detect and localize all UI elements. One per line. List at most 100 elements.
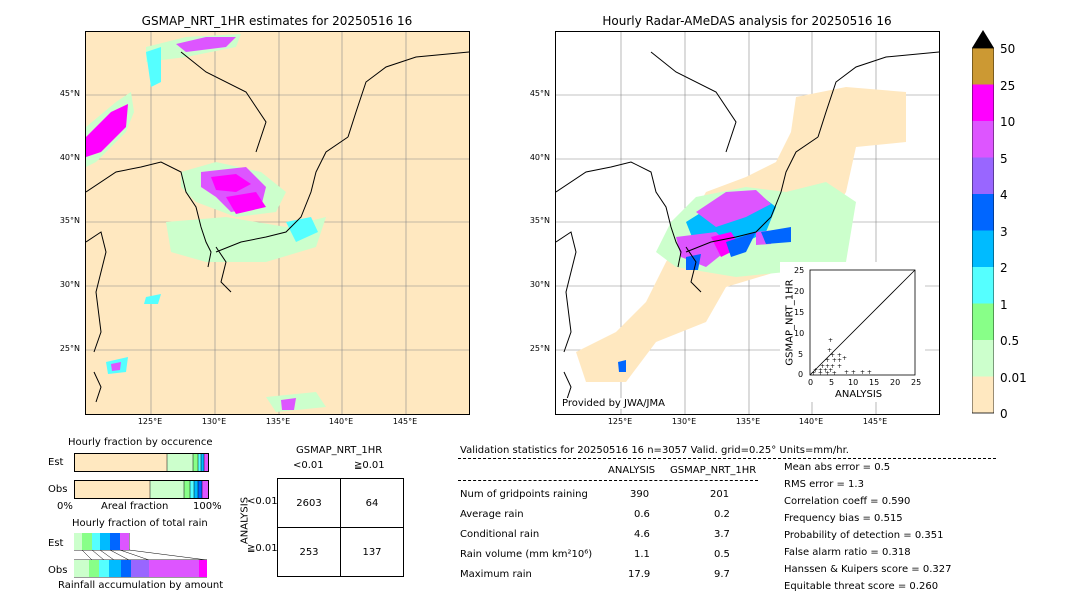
scatter-xtick: 15 [869, 378, 880, 387]
scatter-ytick: 0 [798, 370, 804, 379]
contingency-col-lt: <0.01 [293, 460, 324, 471]
colorbar-label: 10 [1000, 115, 1016, 129]
svg-text:+: + [827, 347, 832, 354]
score-line: Equitable threat score = 0.260 [784, 581, 939, 592]
svg-text:+ +: + + [860, 369, 872, 376]
svg-text:+: + [828, 337, 833, 344]
right-rain-areas [576, 87, 906, 382]
scatter-xtick: 10 [848, 378, 859, 387]
validation-row-label: Rain volume (mm km²10⁶) [460, 549, 593, 560]
svg-text:++++: ++++ [813, 367, 833, 374]
scatter-xlabel: ANALYSIS [835, 389, 883, 400]
svg-text:+ +: + + [844, 369, 856, 376]
left-lat-label: 30°N [59, 280, 80, 289]
data-credit: Provided by JWA/JMA [562, 398, 665, 409]
colorbar-label: 0.01 [1000, 371, 1027, 385]
scatter-points: + + + ++++++++ + + +++ ++ ++ + + ++ [811, 337, 872, 377]
fraction-est-label: Est [48, 457, 64, 468]
right-coastlines [556, 51, 939, 403]
left-lat-label: 35°N [59, 216, 80, 225]
right-lat-label: 40°N [529, 153, 550, 162]
left-lon-label: 135°E [265, 417, 291, 426]
scatter-ytick: 10 [794, 329, 805, 338]
contingency-cell: 64 [340, 478, 404, 528]
fraction-obs-label: Obs [48, 484, 68, 495]
right-lat-label: 25°N [529, 344, 550, 353]
contingency-cell: 2603 [277, 478, 341, 528]
left-coastlines [86, 51, 469, 403]
score-line: Hanssen & Kuipers score = 0.327 [784, 564, 952, 575]
left-lon-label: 130°E [201, 417, 227, 426]
validation-row-label: Average rain [460, 509, 524, 520]
validation-col-analysis: ANALYSIS [608, 465, 656, 476]
svg-text:+++ +: +++ + [820, 363, 842, 370]
colorbar-label: 25 [1000, 79, 1016, 93]
colorbar-label: 1 [1000, 298, 1008, 312]
right-map-svg [556, 32, 939, 414]
scatter-xtick: 5 [829, 378, 835, 387]
colorbar-segment [972, 84, 994, 121]
scatter-ytick: 20 [794, 287, 805, 296]
left-map [85, 31, 470, 415]
colorbar-label: 3 [1000, 225, 1008, 239]
left-lon-label: 145°E [392, 417, 418, 426]
score-line: False alarm ratio = 0.318 [784, 547, 911, 558]
right-lat-label: 30°N [529, 280, 550, 289]
validation-row-gsmap: 201 [710, 489, 730, 500]
fraction-axis-left: 0% [57, 501, 73, 512]
scatter-ytick: 15 [794, 308, 805, 317]
contingency-cell: 253 [277, 527, 341, 577]
svg-text:+: + [842, 355, 847, 362]
colorbar-segment [972, 194, 994, 231]
colorbar-label: 50 [1000, 42, 1016, 56]
right-lat-label: 45°N [529, 89, 550, 98]
score-line: Probability of detection = 0.351 [784, 530, 944, 541]
colorbar-segment [972, 376, 994, 413]
validation-row-analysis: 4.6 [634, 529, 650, 540]
validation-row-gsmap: 3.7 [714, 529, 730, 540]
occurrence-est-bar [74, 453, 209, 472]
fraction-obs-label: Obs [48, 565, 68, 576]
right-lon-label: 145°E [862, 417, 888, 426]
colorbar-label: 0.5 [1000, 334, 1020, 348]
scatter-xtick: 20 [890, 378, 901, 387]
score-line: Correlation coeff = 0.590 [784, 496, 911, 507]
fraction-occurrence-title: Hourly fraction by occurence [68, 437, 213, 448]
left-lon-label: 125°E [137, 417, 163, 426]
right-lon-label: 135°E [735, 417, 761, 426]
validation-row-label: Conditional rain [460, 529, 540, 540]
scatter-svg: + + + ++++++++ + + +++ ++ ++ + + ++ [809, 269, 916, 377]
validation-row-analysis: 1.1 [634, 549, 650, 560]
scatter-ytick: 5 [798, 350, 804, 359]
colorbar-svg [971, 30, 995, 414]
validation-row-analysis: 17.9 [628, 569, 651, 580]
colorbar [971, 30, 995, 414]
fraction-axis-right: 100% [193, 501, 222, 512]
validation-dashed-line [458, 458, 996, 459]
validation-row-gsmap: 0.2 [714, 509, 730, 520]
right-lon-label: 140°E [798, 417, 824, 426]
validation-row-gsmap: 9.7 [714, 569, 730, 580]
colorbar-segment [972, 303, 994, 340]
right-lat-label: 35°N [529, 216, 550, 225]
contingency-row-ge: ≧0.01 [247, 543, 278, 554]
colorbar-label: 4 [1000, 188, 1008, 202]
contingency-table: 2603 64 253 137 [277, 478, 404, 577]
occurrence-obs-bar [74, 480, 209, 499]
score-line: Frequency bias = 0.515 [784, 513, 903, 524]
right-map: Provided by JWA/JMA [555, 31, 940, 415]
colorbar-label: 5 [1000, 152, 1008, 166]
left-lat-label: 40°N [59, 153, 80, 162]
left-map-svg [86, 32, 469, 414]
validation-row-label: Num of gridpoints raining [460, 489, 588, 500]
left-lat-label: 45°N [59, 89, 80, 98]
validation-col-rule [458, 480, 758, 481]
contingency-title: GSMAP_NRT_1HR [296, 445, 383, 456]
fraction-axis-mid: Areal fraction [101, 501, 169, 512]
left-rain-areas [86, 34, 326, 412]
colorbar-segment [972, 121, 994, 158]
svg-text:+ +: + + [830, 352, 842, 359]
right-lon-label: 125°E [607, 417, 633, 426]
contingency-cell: 137 [340, 527, 404, 577]
scatter-ylabel: GSMAP_NRT_1HR [784, 279, 796, 366]
